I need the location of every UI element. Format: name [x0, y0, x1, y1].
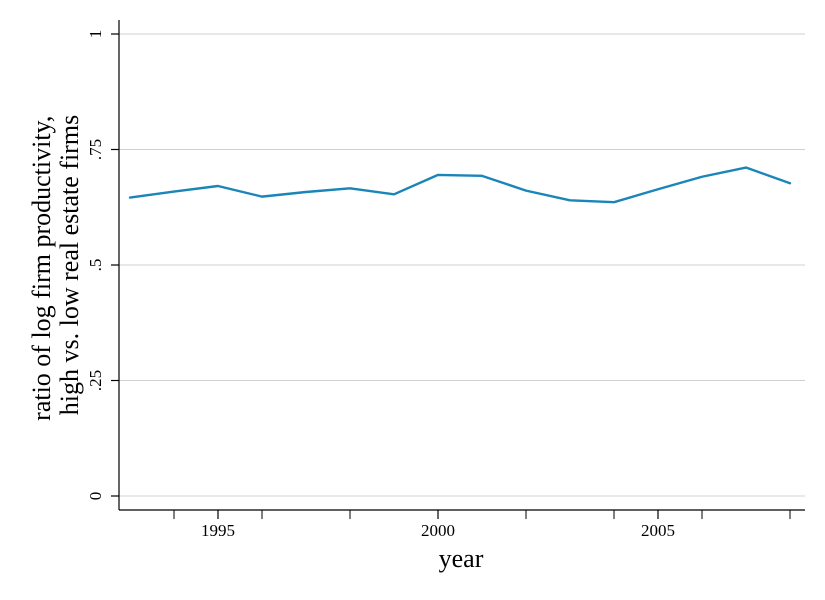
y-axis-title-line-2: high vs. low real estate firms [55, 115, 84, 415]
y-tick-label: 1 [86, 30, 105, 39]
y-tick-label: .25 [86, 370, 105, 391]
y-axis-title-line-1: ratio of log firm productivity, [27, 116, 56, 421]
series-line [128, 166, 792, 204]
x-tick-label: 2000 [421, 521, 455, 540]
series [128, 166, 792, 204]
y-tick-label: .75 [86, 139, 105, 160]
y-axis-title: ratio of log firm productivity, high vs.… [27, 109, 84, 421]
x-tick-label: 2005 [641, 521, 675, 540]
tick-labels: 0 .25 .5 .75 1 1995 2000 2005 [86, 30, 675, 540]
tick-marks [111, 33, 791, 519]
x-axis-title: year [439, 544, 484, 573]
grid-lines [119, 33, 805, 497]
y-tick-label: .5 [86, 259, 105, 272]
x-tick-label: 1995 [201, 521, 235, 540]
svg-text:ratio of log firm productivity: ratio of log firm productivity, high vs.… [27, 109, 84, 421]
y-tick-label: 0 [86, 492, 105, 501]
